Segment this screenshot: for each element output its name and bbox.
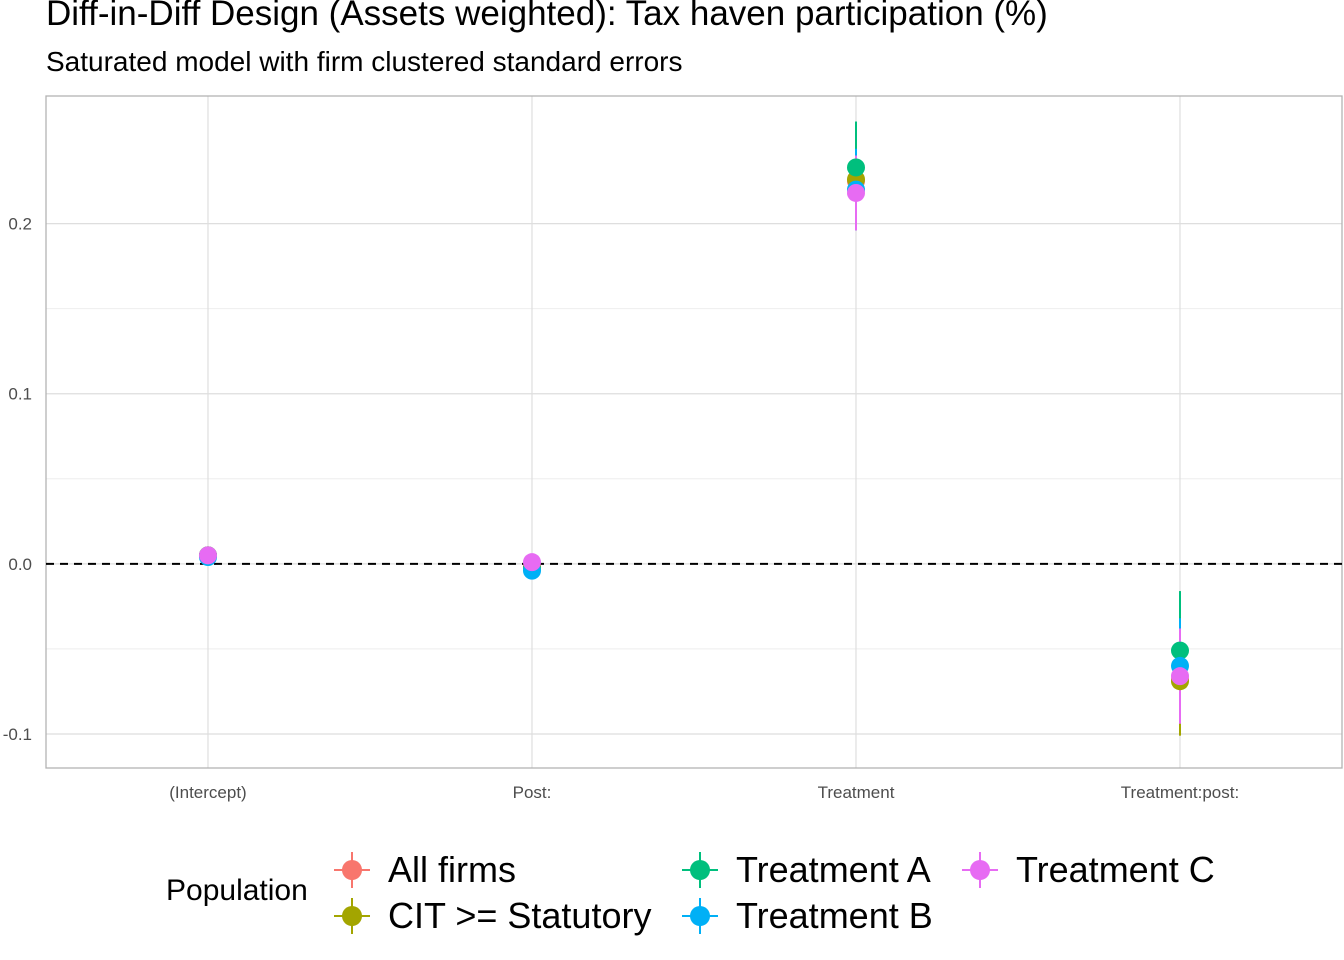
legend-item-treatment-b: Treatment B [680, 894, 933, 938]
x-tick-label: (Intercept) [169, 783, 246, 802]
data-point [523, 553, 541, 572]
data-point [847, 158, 865, 177]
data-point [1171, 667, 1189, 686]
x-tick-label: Post: [513, 783, 552, 802]
panel-border [45, 95, 1343, 769]
legend-item-all-firms: All firms [332, 848, 516, 892]
y-tick-label: -0.1 [3, 725, 32, 744]
legend-label-treatment-b: Treatment B [736, 895, 933, 936]
data-point [199, 546, 217, 565]
y-tick-label: 0.0 [8, 555, 32, 574]
legend-item-treatment-a: Treatment A [680, 848, 931, 892]
data-point [847, 183, 865, 202]
chart-title: Diff-in-Diff Design (Assets weighted): T… [46, 0, 1048, 33]
legend-key-treatment-b [682, 898, 718, 934]
legend-key-treatment-c [962, 852, 998, 888]
y-tick-label: 0.2 [8, 215, 32, 234]
chart-subtitle: Saturated model with firm clustered stan… [46, 46, 683, 77]
legend-label-cit-statutory: CIT >= Statutory [388, 895, 652, 936]
data-point [1171, 641, 1189, 660]
x-tick-label: Treatment:post: [1121, 783, 1239, 802]
legend-label-all-firms: All firms [388, 849, 516, 890]
legend-item-cit-statutory: CIT >= Statutory [332, 894, 651, 938]
legend-label-treatment-c: Treatment C [1016, 849, 1215, 890]
legend-key-cit-statutory [334, 898, 370, 934]
plot-area: -0.1 0.0 0.1 0.2 (Intercept) Post: Treatment Tr… [3, 95, 1343, 802]
legend-item-treatment-c: Treatment C [960, 848, 1215, 892]
legend-label-treatment-a: Treatment A [736, 849, 931, 890]
legend-key-treatment-a [682, 852, 718, 888]
x-tick-label: Treatment [818, 783, 895, 802]
legend-key-all-firms [334, 852, 370, 888]
legend-title: Population [166, 874, 308, 907]
y-tick-label: 0.1 [8, 385, 32, 404]
